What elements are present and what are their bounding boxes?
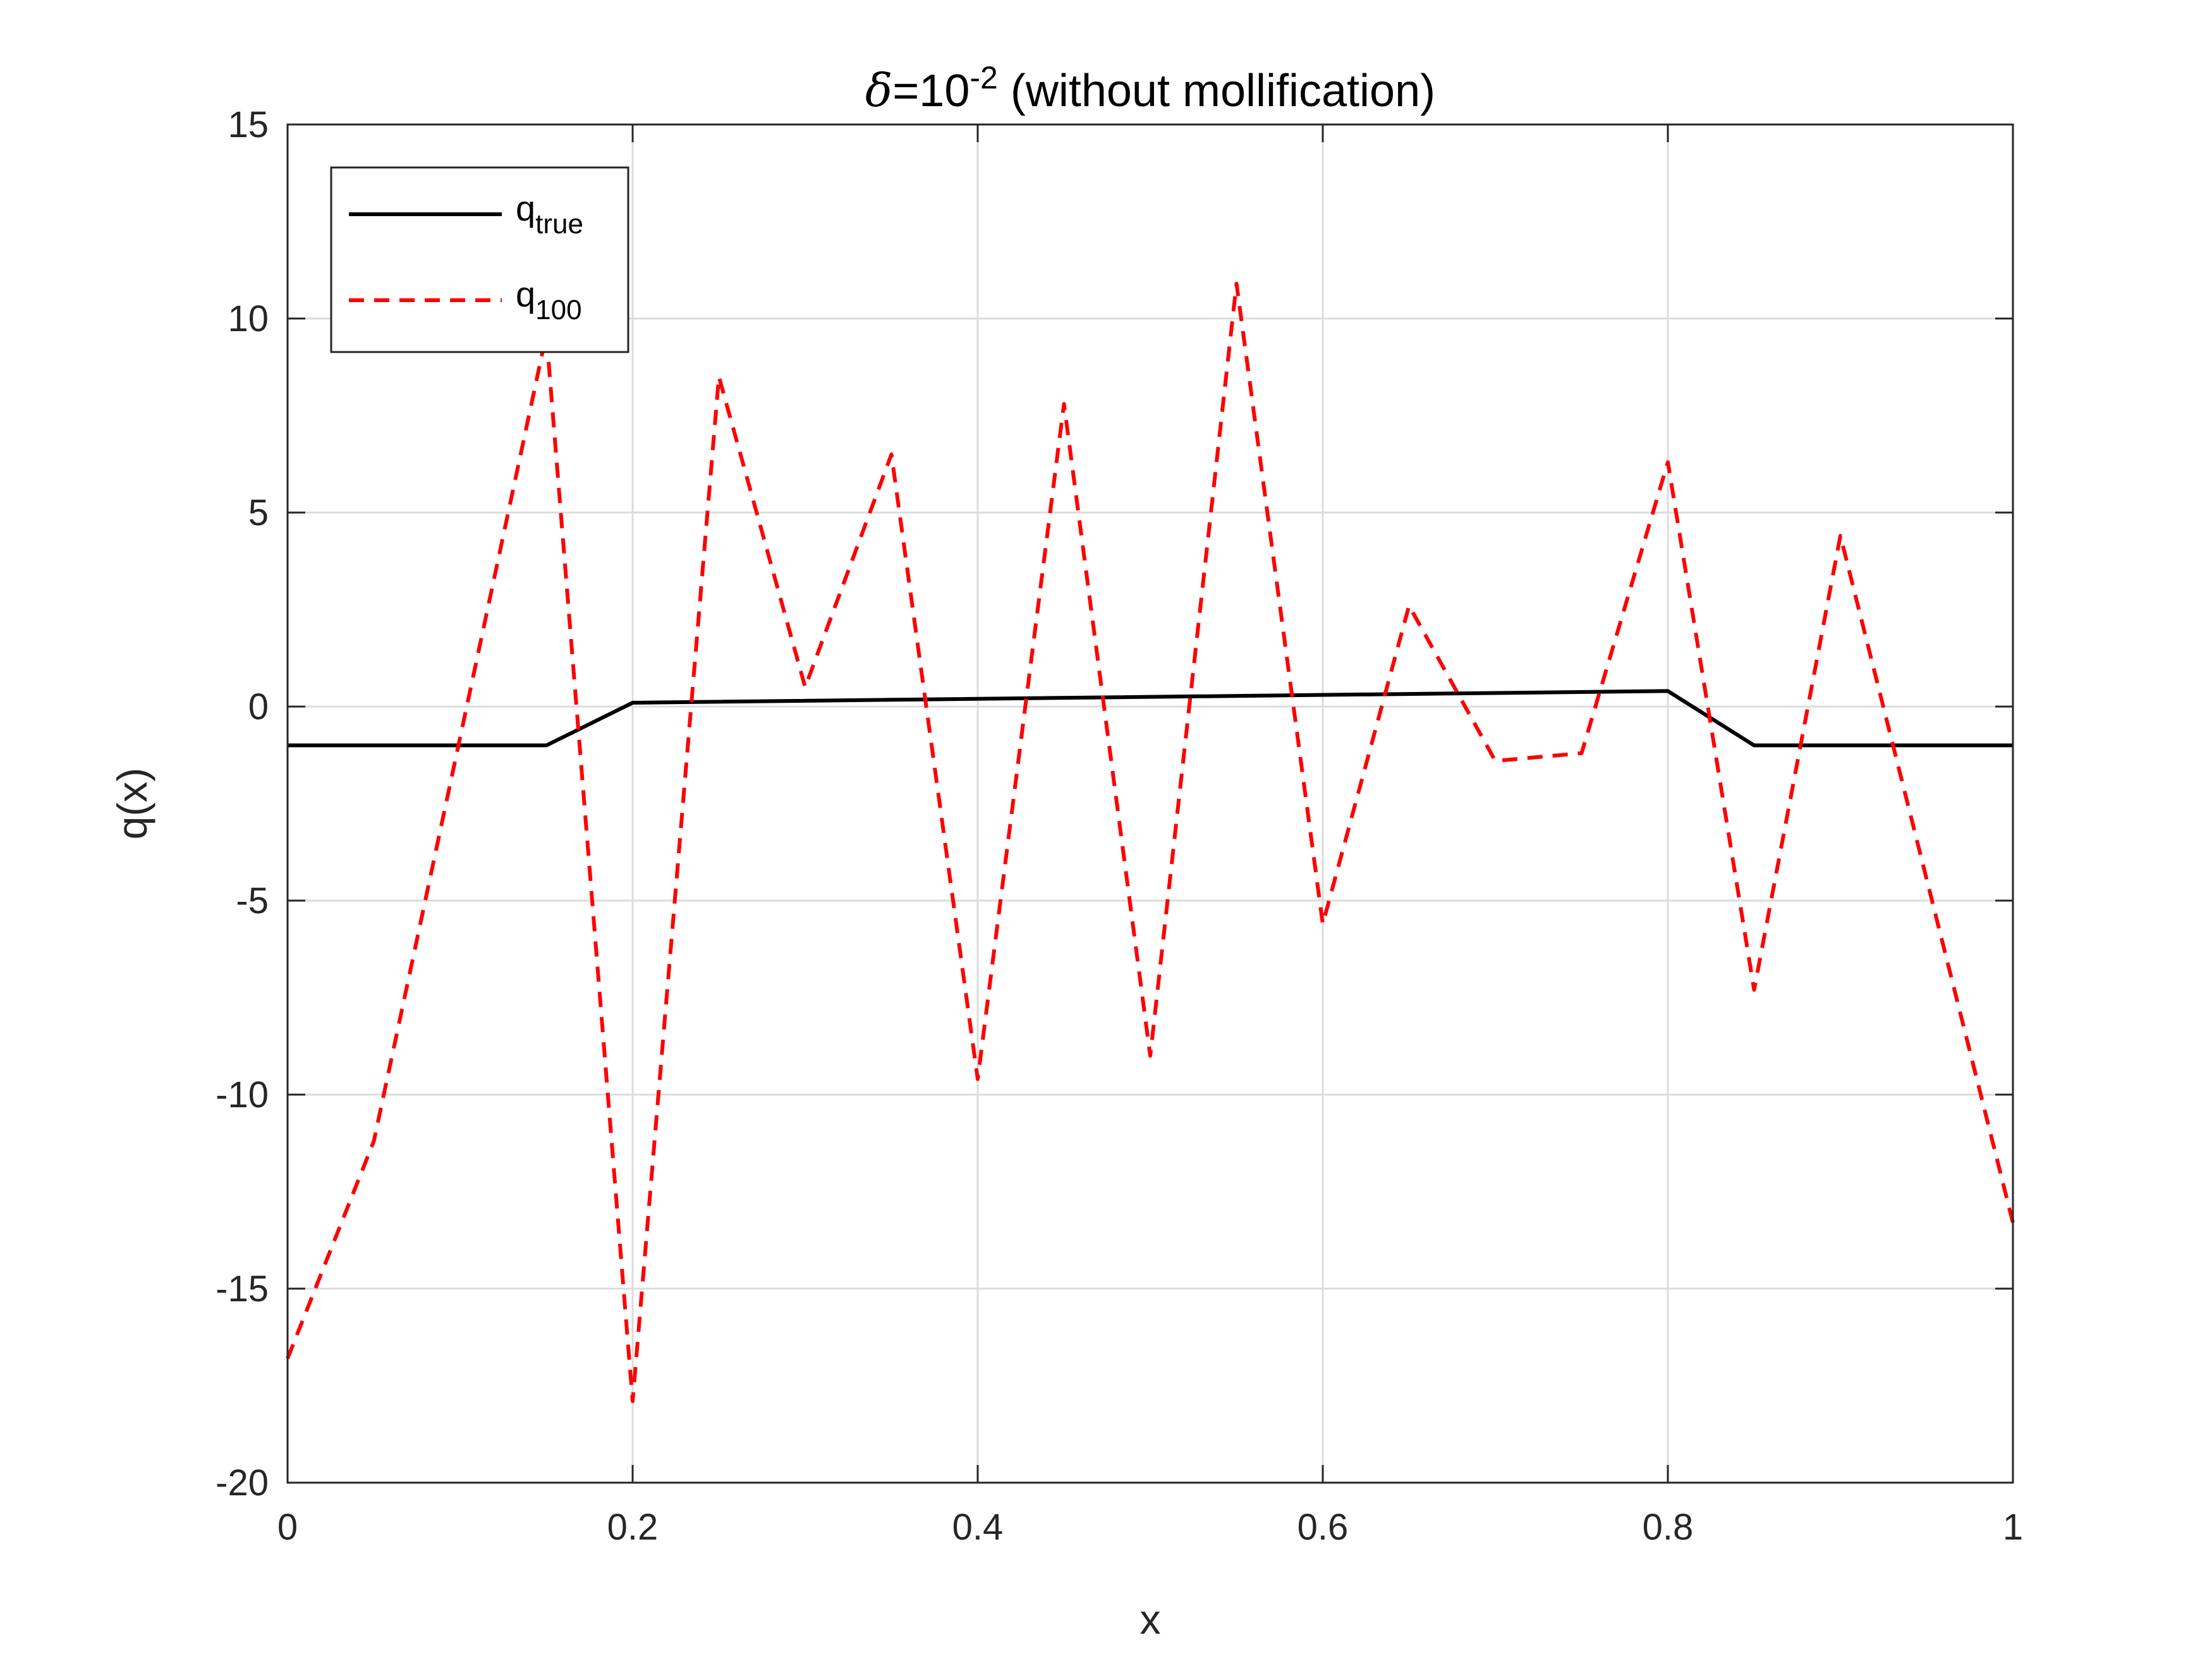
- x-tick-label: 0.2: [607, 1507, 659, 1548]
- y-tick-label: 15: [228, 104, 269, 145]
- y-tick-label: -10: [216, 1074, 269, 1115]
- legend-box: [330, 166, 629, 353]
- x-tick-label: 0.8: [1643, 1507, 1694, 1548]
- x-tick-label: 0: [277, 1507, 298, 1548]
- x-tick-label: 1: [2003, 1507, 2023, 1548]
- x-axis-label: x: [1140, 1596, 1161, 1643]
- tick-labels: 0 0.2 0.4 0.6 0.8 1 -20 -15 -10 -5 0 5 10 15: [216, 104, 2023, 1548]
- y-tick-label: 10: [228, 298, 269, 339]
- y-tick-label: -5: [236, 880, 269, 921]
- series-line-q-true: [288, 689, 2013, 748]
- y-tick-label: 0: [248, 686, 269, 727]
- x-tick-label: 0.4: [952, 1507, 1004, 1548]
- legend-entry-q-true: qtrue: [516, 188, 583, 240]
- y-tick-label: -15: [216, 1268, 269, 1310]
- plot-frame: [286, 123, 2014, 1484]
- y-tick-label: 5: [248, 492, 269, 533]
- y-tick-label: -20: [216, 1462, 269, 1504]
- legend: qtrue q100: [330, 166, 629, 353]
- legend-entry-q-100: q100: [516, 274, 582, 325]
- series-layer: [286, 281, 2015, 1404]
- chart-title: δ=10-2 (without mollification): [865, 60, 1435, 117]
- y-axis-label: q(x): [109, 768, 155, 840]
- ticks: [286, 123, 2014, 1484]
- series-line-q-100: [286, 281, 2015, 1404]
- x-tick-label: 0.6: [1297, 1507, 1349, 1548]
